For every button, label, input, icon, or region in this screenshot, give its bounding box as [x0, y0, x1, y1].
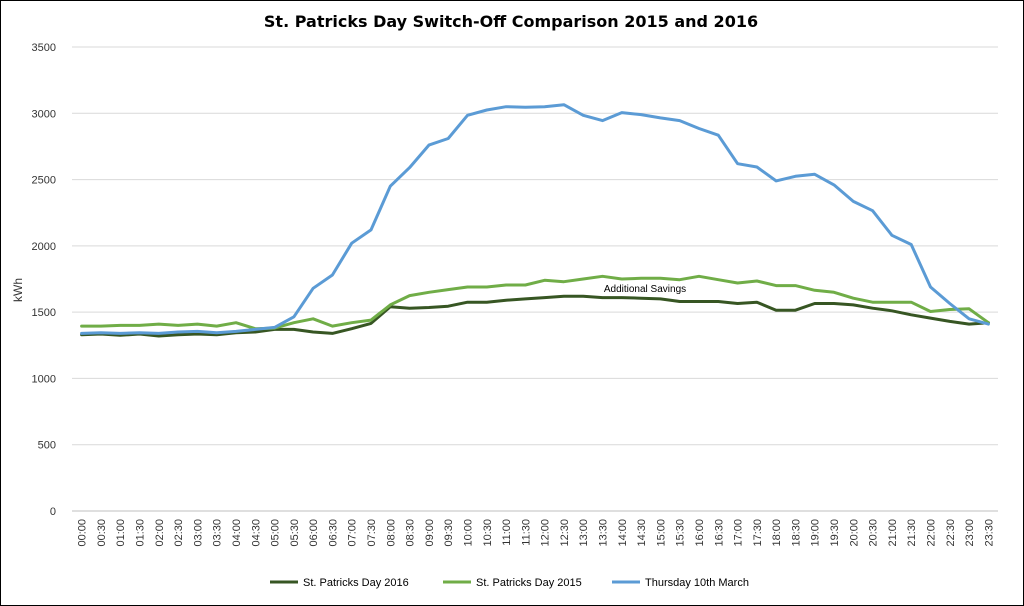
x-tick-label: 23:30 — [983, 519, 995, 547]
chart-title: St. Patricks Day Switch-Off Comparison 2… — [263, 12, 759, 31]
y-tick-label: 2500 — [32, 175, 56, 187]
x-tick-label: 17:30 — [752, 519, 764, 547]
x-tick-label: 01:30 — [135, 519, 147, 547]
x-tick-label: 11:00 — [501, 519, 513, 546]
x-tick-label: 06:30 — [327, 519, 339, 547]
x-tick-label: 10:30 — [482, 519, 494, 547]
y-tick-label: 3000 — [32, 108, 56, 120]
gridlines — [72, 46, 998, 512]
x-tick-label: 08:30 — [405, 519, 417, 547]
x-tick-label: 08:00 — [385, 519, 397, 547]
x-tick-label: 07:30 — [366, 519, 378, 547]
x-tick-label: 18:00 — [771, 519, 783, 547]
x-tick-label: 18:30 — [790, 519, 802, 547]
x-tick-label: 09:00 — [424, 519, 436, 547]
x-tick-label: 22:00 — [925, 519, 937, 547]
x-tick-label: 12:00 — [540, 519, 552, 547]
x-tick-label: 04:00 — [231, 519, 243, 547]
y-tick-label: 1500 — [32, 307, 56, 319]
x-tick-label: 05:30 — [289, 519, 301, 547]
x-tick-label: 01:00 — [115, 519, 127, 547]
x-tick-label: 16:30 — [713, 519, 725, 547]
legend-label-2: St. Patricks Day 2015 — [476, 577, 582, 589]
x-tick-label: 15:00 — [655, 519, 667, 547]
x-tick-label: 03:00 — [192, 519, 204, 547]
y-tick-label: 2000 — [32, 241, 56, 253]
y-tick-label: 500 — [38, 440, 56, 452]
x-tick-label: 02:00 — [154, 519, 166, 547]
x-tick-label: 22:30 — [945, 519, 957, 547]
annotation-additional-savings: Additional Savings — [604, 284, 686, 295]
x-tick-label: 03:30 — [212, 519, 224, 547]
series-lines — [80, 103, 990, 338]
series-line-3 — [80, 103, 990, 335]
legend-label-1: St. Patricks Day 2016 — [303, 577, 409, 589]
x-tick-label: 00:30 — [96, 519, 108, 547]
x-tick-label: 21:30 — [906, 519, 918, 547]
x-tick-label: 14:00 — [617, 519, 629, 547]
x-tick-label: 06:00 — [308, 519, 320, 547]
x-tick-label: 10:00 — [462, 519, 474, 547]
y-tick-label: 0 — [50, 506, 56, 518]
y-tick-label: 1000 — [32, 373, 56, 385]
x-tick-label: 05:00 — [270, 519, 282, 547]
x-tick-label: 21:00 — [887, 519, 899, 547]
legend-label-3: Thursday 10th March — [645, 577, 749, 589]
y-axis-label: kWh — [11, 278, 25, 302]
x-tick-label: 12:30 — [559, 519, 571, 547]
x-tick-label: 11:30 — [520, 519, 532, 546]
x-tick-label: 02:30 — [173, 519, 185, 547]
x-tick-label: 04:30 — [250, 519, 262, 547]
x-tick-label: 00:00 — [77, 519, 89, 547]
x-tick-label: 15:30 — [675, 519, 687, 547]
x-tick-label: 19:30 — [829, 519, 841, 547]
x-tick-label: 16:00 — [694, 519, 706, 547]
x-tick-label: 20:30 — [868, 519, 880, 547]
x-tick-label: 20:00 — [848, 519, 860, 547]
x-tick-label: 09:30 — [443, 519, 455, 547]
x-tick-label: 13:30 — [598, 519, 610, 547]
x-tick-label: 17:00 — [733, 519, 745, 547]
x-tick-label: 14:30 — [636, 519, 648, 547]
x-tick-label: 23:00 — [964, 519, 976, 547]
x-tick-label: 19:00 — [810, 519, 822, 547]
series-line-2 — [80, 274, 990, 331]
x-tick-labels: 00:00 00:30 01:00 01:30 02:00 02:30 03:00 03:30… — [77, 519, 996, 547]
legend: St. Patricks Day 2016 St. Patricks Day 20… — [270, 577, 749, 589]
x-tick-label: 07:00 — [347, 519, 359, 547]
y-tick-labels: 0 500 1000 1500 2000 2500 3000 3500 — [32, 42, 56, 518]
series-line-1 — [80, 294, 990, 338]
y-tick-label: 3500 — [32, 42, 56, 54]
x-tick-label: 13:00 — [578, 519, 590, 547]
